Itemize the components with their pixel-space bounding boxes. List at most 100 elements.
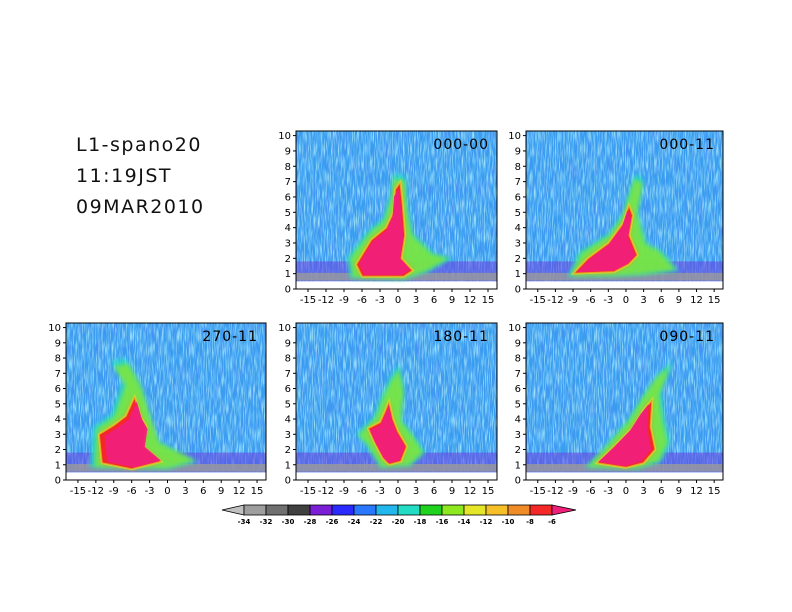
x-tick-label: 12 [690,486,703,497]
panel-frame [295,322,498,481]
colorbar-label: -24 [348,518,361,526]
colorbar-swatch [463,504,487,516]
colorbar-swatch [243,504,267,516]
y-tick-label: 4 [55,415,61,426]
y-tick-label: 3 [55,430,61,441]
colorbar-label: -22 [370,518,383,526]
plot-header: L1-spano20 11:19JST 09MAR2010 [76,130,205,223]
y-tick-label: 8 [55,354,61,365]
x-tick-label: 3 [413,486,419,497]
x-tick-label: 6 [658,486,664,497]
y-tick-label: 6 [515,192,521,203]
colorbar-label: -10 [502,518,515,526]
x-tick-label: 9 [676,486,682,497]
panel-title: 000-11 [659,137,715,153]
colorbar-swatch [287,504,311,516]
y-tick-label: 3 [515,430,521,441]
colorbar-swatch [441,504,465,516]
plume-core [598,404,652,466]
colorbar-label: -16 [436,518,449,526]
colorbar-left-arrow [221,504,245,516]
colorbar-label: -12 [480,518,493,526]
time-label: 11:19JST [76,165,173,187]
x-tick-label: -3 [603,295,613,306]
x-tick-label: 3 [640,295,646,306]
panel-frame [65,322,267,481]
y-tick-label: 6 [55,384,61,395]
y-tick-label: 0 [55,476,61,487]
y-tick-label: 0 [285,476,291,487]
colorbar-swatch [331,504,355,516]
y-tick-label: 9 [285,338,291,349]
y-tick-label: 5 [285,208,291,219]
y-tick-label: 5 [515,208,521,219]
y-tick-label: 9 [515,146,521,157]
colorbar-swatch [375,504,399,516]
y-tick-label: 2 [515,445,521,456]
colorbar-label: -34 [238,518,251,526]
x-tick-label: 0 [395,486,401,497]
colorbar-swatch [309,504,333,516]
colorbar-swatch [485,504,509,516]
y-tick-label: 7 [285,369,291,380]
x-tick-label: 9 [449,486,455,497]
x-tick-label: 15 [708,486,721,497]
colorbar-label: -18 [414,518,427,526]
colorbar-right-arrow [551,504,577,516]
x-tick-label: -6 [586,486,596,497]
colorbar-label: -26 [326,518,339,526]
y-tick-label: 5 [515,399,521,410]
x-tick-label: 0 [623,486,629,497]
y-tick-label: 10 [278,323,291,334]
colorbar-label: -28 [304,518,317,526]
colorbar-swatch [397,504,421,516]
y-tick-label: 1 [285,269,291,280]
y-tick-label: 4 [285,223,291,234]
dataset-label: L1-spano20 [76,134,202,156]
x-tick-label: -12 [318,295,334,306]
x-tick-label: -6 [357,486,367,497]
y-tick-label: 7 [55,369,61,380]
x-tick-label: 6 [431,295,437,306]
y-tick-label: 3 [515,238,521,249]
date-label: 09MAR2010 [76,196,205,218]
y-tick-label: 7 [515,177,521,188]
plume-core [104,401,161,468]
x-tick-label: -3 [145,486,155,497]
x-tick-label: -9 [568,295,578,306]
x-tick-label: 6 [200,486,206,497]
colorbar-swatch [265,504,289,516]
x-tick-label: 6 [658,295,664,306]
colorbar-swatch [529,504,553,516]
x-tick-label: 12 [233,486,246,497]
y-tick-label: 4 [515,415,521,426]
x-tick-label: 12 [690,295,703,306]
y-tick-label: 5 [55,399,61,410]
x-tick-label: 3 [182,486,188,497]
y-tick-label: 0 [285,285,291,296]
y-tick-label: 4 [285,415,291,426]
colorbar-label: -20 [392,518,405,526]
y-tick-label: 1 [55,460,61,471]
colorbar-swatch [353,504,377,516]
panel-title: 270-11 [202,329,258,345]
x-tick-label: -15 [530,486,546,497]
y-tick-label: 2 [285,445,291,456]
y-tick-label: 5 [285,399,291,410]
y-tick-label: 0 [515,285,521,296]
y-tick-label: 10 [48,323,61,334]
plume-core [577,209,636,273]
y-tick-label: 7 [285,177,291,188]
x-tick-label: -12 [88,486,104,497]
y-tick-label: 1 [285,460,291,471]
x-tick-label: 15 [708,295,721,306]
y-tick-label: 8 [515,162,521,173]
x-tick-label: -12 [547,486,563,497]
x-tick-label: -15 [530,295,546,306]
x-tick-label: 0 [164,486,170,497]
